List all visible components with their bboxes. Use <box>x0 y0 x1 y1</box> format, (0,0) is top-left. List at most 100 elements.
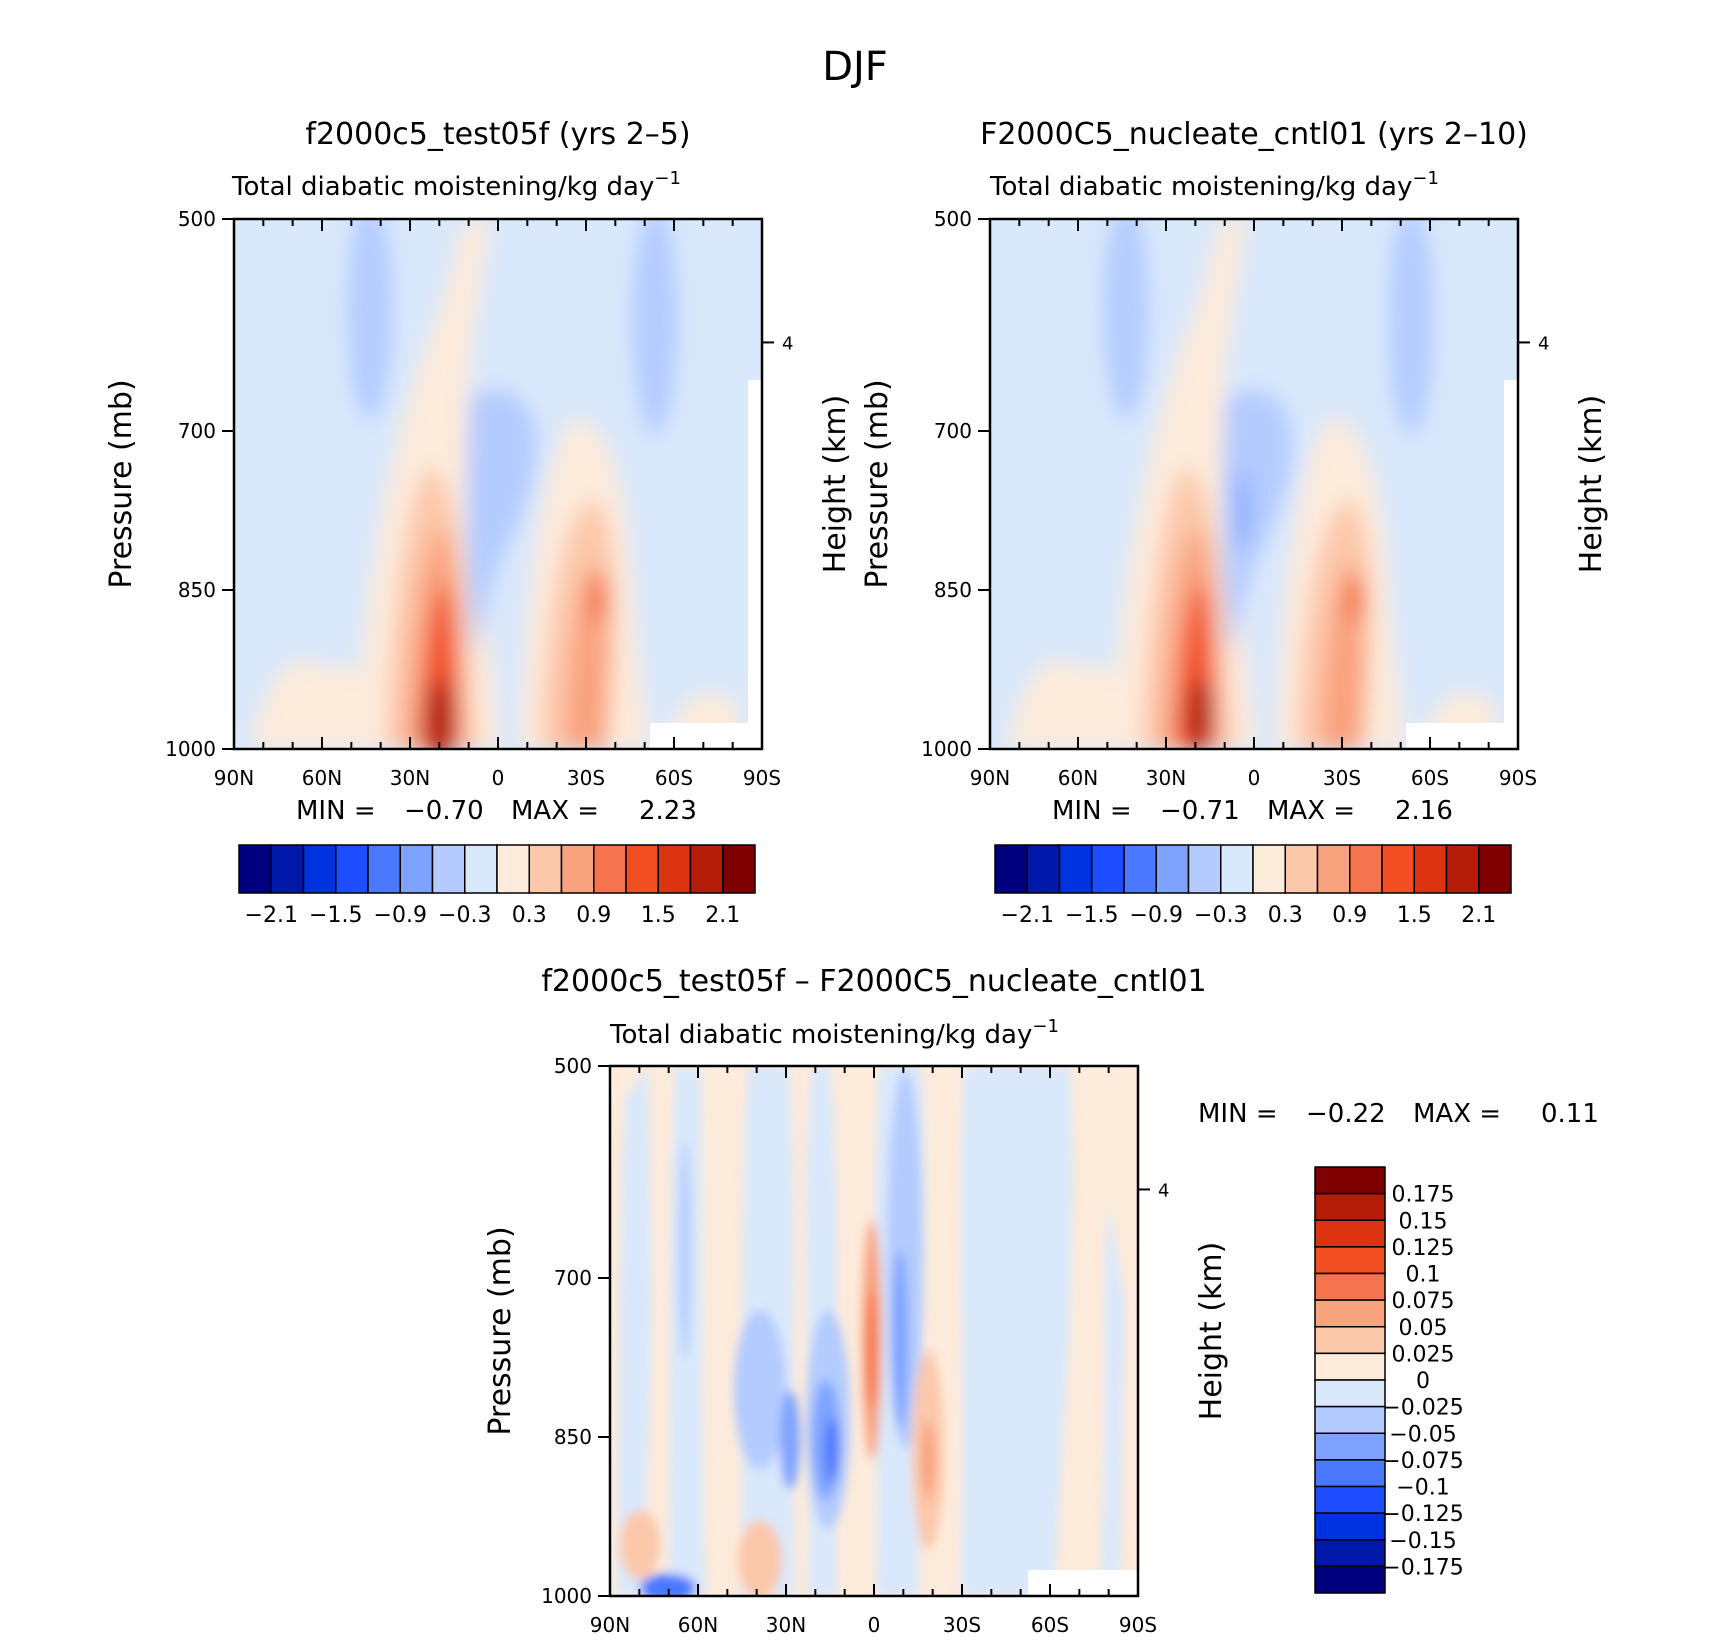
panel-3-subtitle-sup: −1 <box>1032 1016 1059 1037</box>
colorbar-label: 0.3 <box>512 903 547 928</box>
colorbar-swatch <box>302 844 337 894</box>
colorbar-swatch <box>1314 1272 1386 1301</box>
panel-1-subtitle: Total diabatic moistening/kg day−1 <box>231 168 681 202</box>
colorbar-swatch <box>1445 844 1480 894</box>
colorbar-label: −0.1 <box>1396 1476 1449 1501</box>
colorbar-label: 0 <box>1416 1369 1430 1394</box>
figure-title: DJF <box>822 44 888 90</box>
colorbar-label: −0.075 <box>1382 1449 1463 1474</box>
x-tick-label: 60N <box>1058 766 1098 790</box>
colorbar-swatch <box>367 844 401 894</box>
colorbar-swatch <box>1220 844 1254 894</box>
panel-2-max-label: MAX = <box>1267 796 1355 826</box>
panel-2-min-label: MIN = <box>1052 796 1132 826</box>
panel-2: F2000C5_nucleate_cntl01 (yrs 2–10) Total… <box>860 117 1609 928</box>
colorbar-swatch <box>657 844 692 894</box>
x-tick-label: 30N <box>390 766 430 790</box>
x-tick-label: 90S <box>743 766 781 790</box>
panel-1-colorbar: −2.1 −1.5 −0.9 −0.3 0.3 0.9 1.5 2.1 <box>238 844 756 928</box>
y-tick-label: 1000 <box>541 1584 592 1608</box>
x-tick-label: 60S <box>1411 766 1449 790</box>
panel-3: f2000c5_test05f – F2000C5_nucleate_cntl0… <box>483 964 1599 1637</box>
y-tick-label: 850 <box>178 578 216 602</box>
colorbar-label: 0.175 <box>1392 1183 1455 1208</box>
x-tick-label: 90S <box>1119 1613 1157 1637</box>
colorbar-swatch <box>1026 844 1061 894</box>
x-tick-label: 30N <box>766 1613 806 1637</box>
x-tick-label: 60S <box>1031 1613 1069 1637</box>
colorbar-swatch <box>464 844 498 894</box>
colorbar-swatch <box>270 844 305 894</box>
colorbar-swatch <box>1187 844 1222 894</box>
colorbar-label: 0.3 <box>1268 903 1303 928</box>
panel-2-y-right-label: Height (km) <box>1574 395 1609 574</box>
colorbar-label: −0.15 <box>1389 1529 1456 1554</box>
colorbar-swatch <box>1091 844 1125 894</box>
colorbar-label: 0.125 <box>1392 1236 1455 1261</box>
panel-1-min-label: MIN = <box>296 796 376 826</box>
panel-2-max-value: 2.16 <box>1395 796 1453 826</box>
x-tick-label: 60N <box>678 1613 718 1637</box>
panel-3-title: f2000c5_test05f – F2000C5_nucleate_cntl0… <box>541 964 1206 999</box>
panel-3-min-label: MIN = <box>1198 1099 1278 1129</box>
colorbar-label: −0.125 <box>1382 1502 1463 1527</box>
panel-2-min-value: −0.71 <box>1160 796 1240 826</box>
x-tick-label: 60S <box>655 766 693 790</box>
colorbar-swatch <box>1314 1565 1386 1594</box>
colorbar-swatch <box>1314 1299 1386 1328</box>
y-right-tick-label: 4 <box>1538 333 1549 354</box>
colorbar-label: −2.1 <box>1001 903 1054 928</box>
colorbar-label: −0.3 <box>438 903 491 928</box>
panel-2-subtitle-sup: −1 <box>1412 168 1439 189</box>
colorbar-swatch <box>1314 1485 1386 1514</box>
panel-3-axes: 90N 60N 30N 0 30S 60S 90S 500 700 850 1000 4 <box>541 1054 1169 1637</box>
panel-3-max-value: 0.11 <box>1541 1099 1599 1129</box>
colorbar-label: 2.1 <box>705 903 740 928</box>
panel-1-max-value: 2.23 <box>639 796 697 826</box>
panel-2-y-label: Pressure (mb) <box>860 379 895 588</box>
p1-cool-n <box>348 219 392 420</box>
y-tick-label: 1000 <box>921 737 972 761</box>
colorbar-swatch <box>1058 844 1093 894</box>
colorbar-label: −0.9 <box>1130 903 1183 928</box>
colorbar-label: 1.5 <box>641 903 676 928</box>
x-tick-label: 0 <box>1248 766 1261 790</box>
colorbar-swatch <box>1314 1352 1386 1381</box>
colorbar-swatch <box>1314 1326 1386 1355</box>
y-tick-label: 850 <box>934 578 972 602</box>
panel-3-y-label: Pressure (mb) <box>483 1226 518 1435</box>
colorbar-swatch <box>1314 1192 1386 1221</box>
colorbar-swatch <box>528 844 563 894</box>
panel-2-subtitle: Total diabatic moistening/kg day−1 <box>989 168 1439 202</box>
panel-1-min-value: −0.70 <box>404 796 484 826</box>
x-tick-label: 0 <box>868 1613 881 1637</box>
y-tick-label: 700 <box>554 1266 592 1290</box>
x-tick-label: 30S <box>567 766 605 790</box>
y-tick-label: 700 <box>934 419 972 443</box>
panel-3-colorbar: 0.1750.150.1250.10.0750.050.0250−0.025−0… <box>1314 1166 1464 1594</box>
panel-3-y-right-label: Height (km) <box>1194 1242 1229 1421</box>
x-tick-label: 30S <box>943 1613 981 1637</box>
colorbar-swatch <box>994 844 1028 894</box>
colorbar-label: −0.9 <box>374 903 427 928</box>
panel-1-y-label: Pressure (mb) <box>104 379 139 588</box>
colorbar-label: −0.3 <box>1194 903 1247 928</box>
panel-3-minmax: MIN = −0.22 MAX = 0.11 <box>1198 1099 1599 1129</box>
colorbar-label: 0.15 <box>1399 1209 1448 1234</box>
x-tick-label: 0 <box>492 766 505 790</box>
colorbar-swatch <box>1381 844 1415 894</box>
x-tick-label: 90S <box>1499 766 1537 790</box>
colorbar-swatch <box>1349 844 1383 894</box>
y-tick-label: 500 <box>934 207 972 231</box>
p1-cool-eq <box>466 390 536 660</box>
colorbar-label: −0.025 <box>1382 1396 1463 1421</box>
colorbar-swatch <box>1316 844 1351 894</box>
colorbar-label: 0.025 <box>1392 1342 1455 1367</box>
colorbar-label: 0.1 <box>1406 1263 1441 1288</box>
panel-3-max-label: MAX = <box>1413 1099 1501 1129</box>
panel-3-subtitle: Total diabatic moistening/kg day−1 <box>609 1016 1059 1050</box>
colorbar-swatch <box>722 844 756 894</box>
colorbar-swatch <box>1252 844 1286 894</box>
x-tick-label: 60N <box>302 766 342 790</box>
